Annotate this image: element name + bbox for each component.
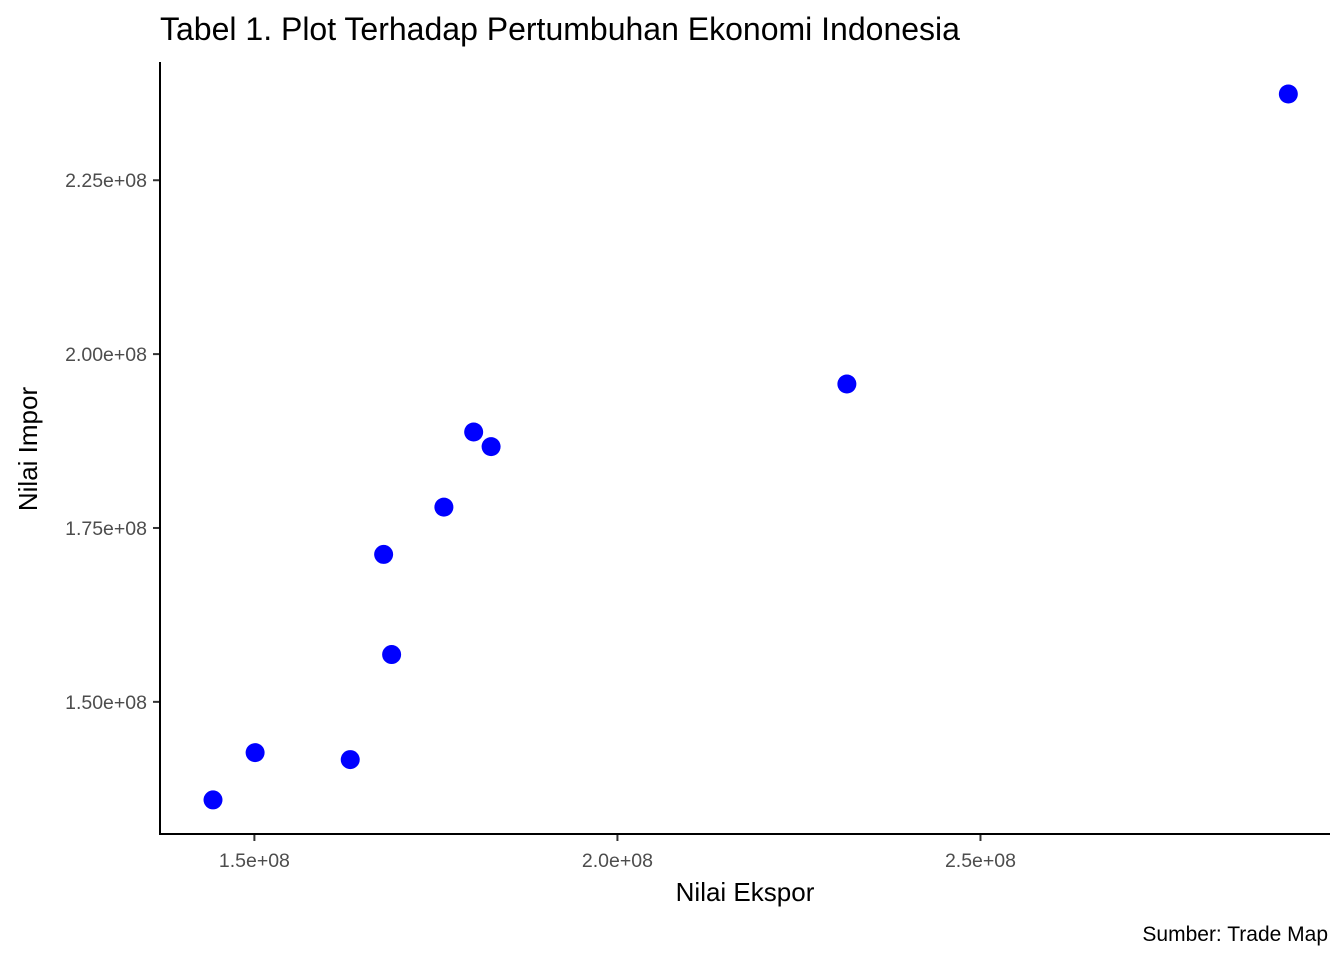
x-axis-ticks: 1.5e+08 2.0e+08 2.5e+08	[219, 834, 1016, 872]
data-point	[434, 497, 454, 517]
data-point	[837, 374, 857, 394]
y-tick-label: 1.75e+08	[65, 518, 147, 540]
data-point	[1278, 84, 1298, 104]
y-tick-label: 1.50e+08	[65, 692, 147, 714]
data-point	[374, 544, 394, 564]
x-tick-label: 2.5e+08	[945, 850, 1016, 872]
x-tick-label: 1.5e+08	[219, 850, 290, 872]
data-point	[481, 437, 501, 457]
x-axis-title: Nilai Ekspor	[676, 877, 815, 907]
data-point	[203, 790, 223, 810]
y-axis-ticks: 1.50e+08 1.75e+08 2.00e+08 2.25e+08	[65, 170, 160, 714]
data-points	[203, 84, 1298, 810]
x-tick-label: 2.0e+08	[582, 850, 653, 872]
data-point	[382, 645, 402, 665]
y-tick-label: 2.00e+08	[65, 344, 147, 366]
data-point	[340, 750, 360, 770]
y-axis-title: Nilai Impor	[13, 387, 43, 512]
data-point	[464, 422, 484, 442]
source-caption: Sumber: Trade Map	[1142, 923, 1328, 946]
y-tick-label: 2.25e+08	[65, 170, 147, 192]
data-point	[245, 743, 265, 763]
chart-title: Tabel 1. Plot Terhadap Pertumbuhan Ekono…	[160, 11, 960, 47]
